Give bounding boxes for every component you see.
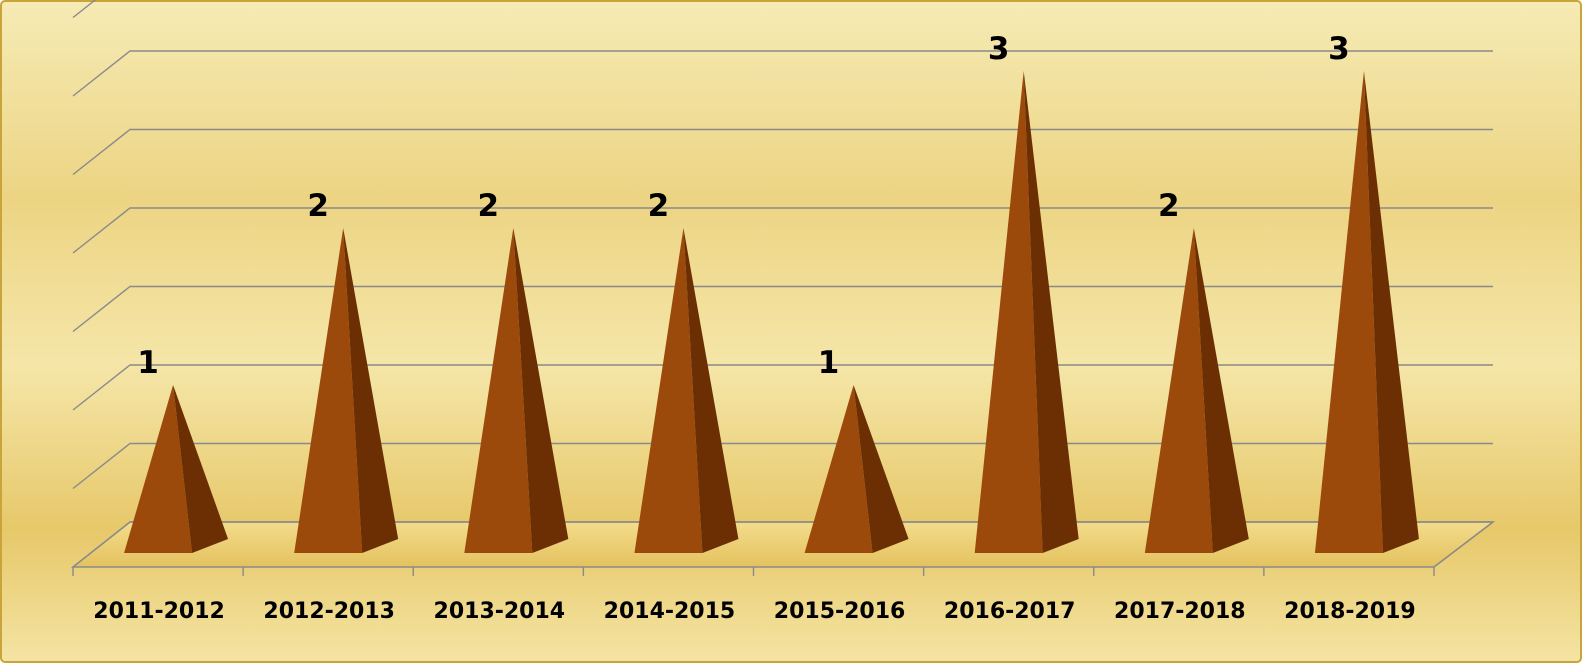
pyramid-side-face bbox=[1193, 228, 1249, 553]
pyramid-bar bbox=[294, 228, 399, 553]
pyramid-side-face bbox=[1363, 71, 1419, 553]
pyramid-front-face bbox=[124, 385, 193, 553]
pyramid-bar bbox=[634, 228, 739, 553]
data-label: 2 bbox=[478, 188, 500, 224]
pyramid-side-face bbox=[1023, 71, 1079, 553]
x-tick-label: 2011-2012 bbox=[93, 599, 225, 624]
data-label: 3 bbox=[1328, 31, 1350, 67]
x-tick-label: 2017-2018 bbox=[1114, 599, 1246, 624]
floor-right-edge bbox=[1433, 521, 1494, 568]
x-tick-label: 2015-2016 bbox=[774, 599, 906, 624]
pyramid-bar bbox=[974, 71, 1079, 553]
data-label: 2 bbox=[307, 188, 329, 224]
pyramid-bar bbox=[124, 385, 229, 553]
pyramid-side-face bbox=[513, 228, 569, 553]
pyramid-front-face bbox=[974, 71, 1043, 553]
pyramid-side-face bbox=[343, 228, 399, 553]
gridline bbox=[72, 0, 97, 19]
pyramid-bar bbox=[804, 385, 909, 553]
x-tick-label: 2014-2015 bbox=[604, 599, 736, 624]
pyramid-front-face bbox=[634, 228, 703, 553]
pyramid-side-face bbox=[683, 228, 739, 553]
data-label: 2 bbox=[648, 188, 670, 224]
pyramid-bar bbox=[464, 228, 569, 553]
pyramid-front-face bbox=[1144, 228, 1213, 553]
pyramid-bar bbox=[1144, 228, 1249, 553]
x-tick-label: 2012-2013 bbox=[263, 599, 395, 624]
chart-floor bbox=[70, 521, 1496, 568]
pyramid-bar bbox=[1314, 71, 1419, 553]
pyramid-front-face bbox=[1314, 71, 1383, 553]
pyramid-front-face bbox=[294, 228, 363, 553]
data-label: 1 bbox=[818, 345, 840, 381]
gridline bbox=[72, 128, 1493, 176]
data-label: 3 bbox=[988, 31, 1010, 67]
pyramid-front-face bbox=[804, 385, 873, 553]
gridline bbox=[72, 50, 1493, 97]
pyramid-front-face bbox=[464, 228, 533, 553]
x-tick-label: 2018-2019 bbox=[1284, 599, 1416, 624]
data-label: 2 bbox=[1158, 188, 1180, 224]
pyramid-side-face bbox=[853, 385, 909, 553]
data-label: 1 bbox=[137, 345, 159, 381]
pyramid-side-face bbox=[173, 385, 229, 553]
x-tick-label: 2013-2014 bbox=[434, 599, 566, 624]
x-tick-label: 2016-2017 bbox=[944, 599, 1076, 624]
